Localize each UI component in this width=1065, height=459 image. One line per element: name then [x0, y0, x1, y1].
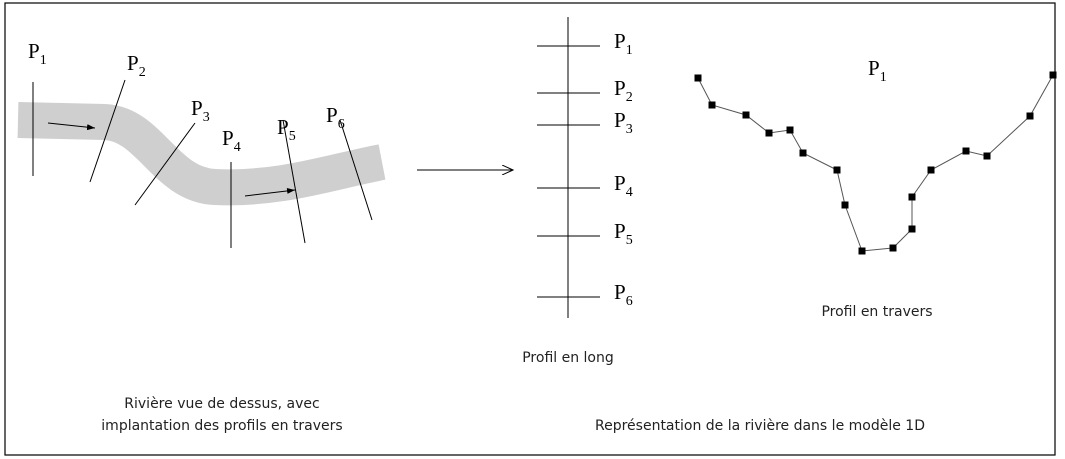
label-base: P — [277, 115, 289, 139]
cross-section-line — [89, 79, 126, 183]
caption: implantation des profils en travers — [101, 418, 342, 434]
profile-point — [841, 201, 849, 209]
flow-arrow — [244, 187, 296, 197]
label-sub: 1 — [40, 53, 47, 68]
profile-point — [833, 166, 841, 174]
caption: Profil en long — [522, 350, 614, 366]
label-sub: 1 — [880, 70, 887, 85]
profile-label: P5 — [614, 219, 633, 248]
profile-point — [708, 101, 716, 109]
profile-label: P1 — [868, 56, 887, 85]
label-sub: 3 — [203, 110, 210, 125]
profile-point — [1049, 71, 1057, 79]
profile-point — [983, 152, 991, 160]
profile-label: P3 — [191, 96, 210, 125]
cross-section-line — [339, 119, 373, 221]
profile-label: P6 — [326, 103, 345, 132]
caption: Représentation de la rivière dans le mod… — [595, 418, 925, 434]
label-sub: 2 — [139, 65, 146, 80]
label-sub: 2 — [626, 90, 633, 105]
cross-section-line — [282, 119, 306, 244]
profile-point — [799, 149, 807, 157]
label-sub: 4 — [626, 185, 633, 200]
profile-point — [858, 247, 866, 255]
label-base: P — [868, 56, 880, 80]
profile-point — [962, 147, 970, 155]
label-base: P — [326, 103, 338, 127]
profile-label: P4 — [222, 126, 241, 155]
profile-label: P1 — [614, 29, 633, 58]
profile-point — [765, 129, 773, 137]
profile-label: P5 — [277, 115, 296, 144]
flow-arrow — [47, 122, 96, 131]
caption: Rivière vue de dessus, avec — [124, 396, 319, 412]
profile-point — [908, 193, 916, 201]
profile-label: P6 — [614, 280, 633, 309]
profile-point — [908, 225, 916, 233]
profile-point — [694, 74, 702, 82]
profile-point — [927, 166, 935, 174]
cross-profile-line — [697, 74, 1054, 252]
profile-point — [742, 111, 750, 119]
profile-point — [1026, 112, 1034, 120]
profile-point — [889, 244, 897, 252]
label-base: P — [191, 96, 203, 120]
profile-label: P3 — [614, 108, 633, 137]
label-base: P — [614, 29, 626, 53]
caption: Profil en travers — [821, 304, 932, 320]
profile-label: P1 — [28, 39, 47, 68]
label-base: P — [614, 108, 626, 132]
river — [17, 102, 386, 206]
label-base: P — [614, 76, 626, 100]
profile-label: P4 — [614, 171, 633, 200]
cross-section-line — [134, 122, 196, 206]
label-base: P — [127, 51, 139, 75]
label-sub: 5 — [626, 233, 633, 248]
label-sub: 1 — [626, 43, 633, 58]
label-sub: 5 — [289, 129, 296, 144]
label-base: P — [222, 126, 234, 150]
label-sub: 3 — [626, 122, 633, 137]
profile-label: P2 — [614, 76, 633, 105]
profile-point — [786, 126, 794, 134]
label-base: P — [614, 171, 626, 195]
label-base: P — [614, 280, 626, 304]
label-sub: 6 — [626, 294, 633, 309]
frame — [4, 2, 1056, 456]
label-base: P — [28, 39, 40, 63]
profile-label: P2 — [127, 51, 146, 80]
label-sub: 6 — [338, 117, 345, 132]
label-base: P — [614, 219, 626, 243]
label-sub: 4 — [234, 140, 241, 155]
